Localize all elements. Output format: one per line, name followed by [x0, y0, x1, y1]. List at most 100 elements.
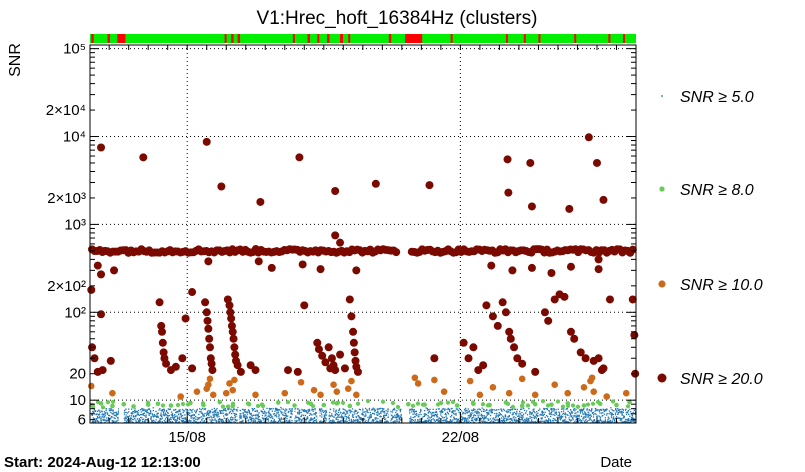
- point-snr5: [483, 416, 486, 419]
- point-snr5: [325, 414, 327, 416]
- point-snr5: [252, 414, 255, 417]
- point-snr20: [97, 270, 106, 279]
- y-tick-label: 2×10²: [47, 278, 86, 295]
- point-snr20: [508, 266, 517, 275]
- point-snr5: [585, 414, 587, 416]
- point-snr5: [311, 409, 313, 411]
- point-snr5: [315, 419, 317, 422]
- point-snr5: [178, 413, 180, 415]
- point-snr5: [385, 414, 388, 417]
- point-snr5: [235, 413, 238, 416]
- point-snr5: [483, 415, 486, 417]
- point-snr5: [334, 413, 337, 415]
- point-snr5: [254, 419, 256, 421]
- point-snr5: [579, 409, 581, 411]
- point-snr5: [249, 416, 251, 418]
- point-snr10: [330, 381, 337, 389]
- point-snr5: [322, 421, 324, 423]
- point-snr5: [335, 418, 337, 421]
- point-snr5: [307, 418, 309, 420]
- point-snr5: [564, 412, 567, 414]
- point-snr5: [358, 408, 361, 411]
- point-snr5: [134, 411, 136, 413]
- point-snr5: [501, 420, 504, 423]
- point-snr5: [532, 421, 534, 423]
- point-snr5: [264, 413, 266, 415]
- point-snr5: [442, 407, 444, 410]
- point-snr8: [540, 399, 546, 404]
- point-snr5: [584, 413, 586, 415]
- point-snr5: [608, 410, 611, 412]
- point-snr5: [106, 413, 109, 415]
- point-snr5: [440, 411, 443, 413]
- point-snr5: [420, 413, 422, 416]
- point-snr5: [380, 421, 382, 424]
- point-snr5: [98, 420, 100, 423]
- point-snr5: [616, 411, 618, 413]
- point-snr5: [233, 412, 235, 415]
- point-snr5: [226, 413, 229, 416]
- point-snr5: [311, 418, 313, 421]
- point-snr5: [211, 417, 213, 419]
- point-snr5: [481, 417, 484, 419]
- point-snr5: [531, 420, 533, 422]
- point-snr5: [221, 419, 224, 421]
- point-snr5: [210, 421, 212, 423]
- point-snr5: [474, 411, 476, 413]
- point-snr5: [500, 408, 502, 410]
- point-snr5: [480, 413, 483, 416]
- point-snr5: [379, 419, 381, 421]
- point-snr5: [423, 420, 425, 422]
- point-snr5: [348, 414, 350, 416]
- point-snr5: [428, 410, 430, 412]
- point-snr5: [559, 419, 562, 421]
- point-snr5: [615, 407, 617, 410]
- point-snr20: [487, 261, 496, 270]
- point-snr5: [385, 410, 387, 412]
- point-snr5: [140, 413, 142, 416]
- point-snr5: [546, 414, 548, 417]
- point-snr5: [126, 415, 129, 418]
- point-snr5: [630, 417, 633, 419]
- point-snr5: [541, 418, 543, 420]
- point-snr5: [633, 409, 636, 412]
- point-snr5: [312, 410, 314, 412]
- point-snr5: [384, 414, 387, 417]
- point-snr5: [347, 416, 349, 418]
- point-snr5: [503, 419, 505, 421]
- point-snr8: [121, 401, 127, 407]
- point-snr5: [305, 419, 308, 421]
- point-snr5: [238, 416, 240, 418]
- point-snr5: [396, 420, 399, 422]
- point-snr5: [628, 413, 630, 415]
- point-snr5: [344, 420, 346, 422]
- point-snr20: [425, 181, 434, 190]
- point-snr5: [113, 412, 115, 414]
- point-snr5: [561, 415, 564, 418]
- point-snr5: [265, 412, 268, 414]
- point-snr5: [299, 418, 301, 420]
- point-snr5: [140, 413, 143, 416]
- point-snr5: [548, 413, 551, 415]
- point-snr5: [304, 414, 307, 417]
- point-snr5: [580, 408, 582, 410]
- y-axis-label: SNR: [7, 43, 24, 77]
- point-snr5: [193, 413, 195, 416]
- point-snr5: [610, 415, 613, 417]
- point-snr5: [488, 412, 490, 414]
- point-snr5: [174, 419, 177, 421]
- point-snr5: [454, 410, 456, 412]
- point-snr5: [457, 409, 460, 412]
- point-snr5: [508, 409, 510, 411]
- point-snr5: [621, 421, 623, 423]
- point-snr5: [527, 419, 530, 421]
- point-snr5: [504, 415, 507, 417]
- point-snr20: [327, 354, 336, 363]
- point-snr5: [257, 413, 259, 415]
- point-snr5: [295, 417, 297, 419]
- point-snr5: [284, 410, 286, 412]
- point-snr5: [577, 417, 579, 420]
- point-snr5: [424, 420, 426, 422]
- point-snr8: [445, 400, 451, 405]
- point-snr5: [125, 420, 128, 423]
